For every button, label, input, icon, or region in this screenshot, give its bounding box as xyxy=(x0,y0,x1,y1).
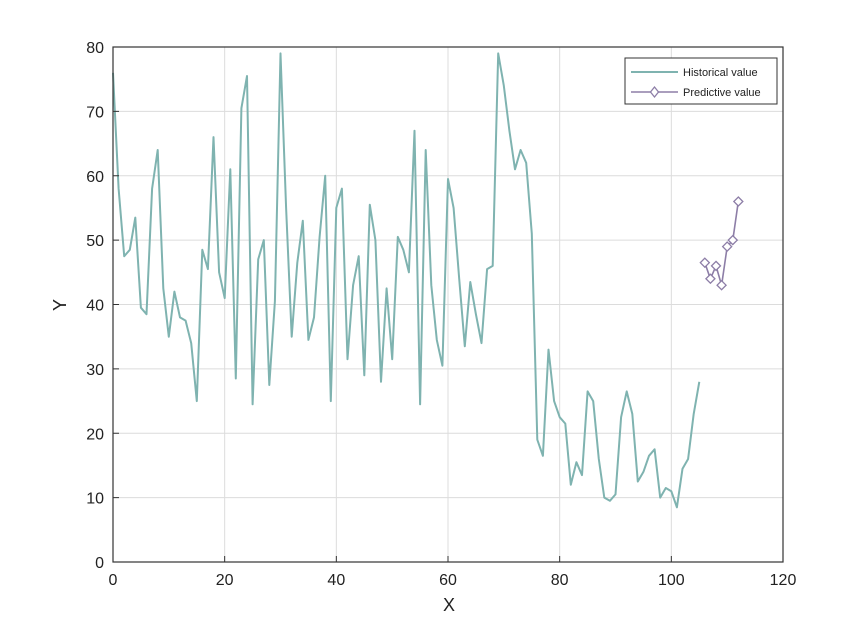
y-tick-label: 80 xyxy=(86,40,104,57)
grid xyxy=(112,46,784,563)
x-tick-label: 100 xyxy=(658,572,685,589)
legend-predictive-label: Predictive value xyxy=(683,87,761,99)
historical-value-line xyxy=(112,52,701,509)
predictive-value-point xyxy=(732,196,744,207)
legend: Historical value Predictive value xyxy=(624,57,778,105)
predictive-value-point xyxy=(710,260,722,272)
x-tick-label: 120 xyxy=(770,572,797,589)
predictive-value-point xyxy=(716,279,728,291)
legend-box xyxy=(624,57,778,105)
legend-predictive-marker xyxy=(649,85,660,99)
y-tick-label: 60 xyxy=(86,169,104,186)
predictive-value-point xyxy=(699,257,711,269)
y-tick-label: 30 xyxy=(86,362,104,379)
x-tick-label: 0 xyxy=(109,572,118,589)
predictive-value-point xyxy=(727,234,739,246)
y-tick-label: 10 xyxy=(86,491,104,508)
predictive-value-point xyxy=(721,241,733,252)
x-axis-label: X xyxy=(443,595,455,615)
y-tick-label: 40 xyxy=(86,298,104,315)
y-tick-label: 50 xyxy=(86,233,104,250)
y-tick-label: 70 xyxy=(86,104,104,121)
legend-historical-label: Historical value xyxy=(683,67,758,79)
tick-labels: 0 20 40 60 80 100 120 0 10 20 30 40 50 60 70 80 xyxy=(86,40,796,589)
y-tick-label: 0 xyxy=(95,555,104,572)
series-layer xyxy=(112,52,744,509)
x-tick-label: 80 xyxy=(551,572,569,589)
x-tick-label: 20 xyxy=(216,572,234,589)
y-axis-label: Y xyxy=(50,299,70,311)
x-tick-label: 60 xyxy=(439,572,457,589)
predictive-value-point xyxy=(704,273,716,285)
x-tick-label: 40 xyxy=(327,572,345,589)
y-tick-label: 20 xyxy=(86,426,104,443)
